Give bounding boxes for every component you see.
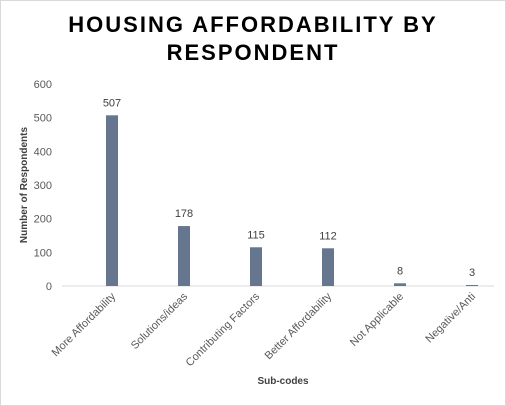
bar <box>106 115 118 286</box>
x-tick-label: Better Affordability <box>263 290 335 362</box>
data-label: 115 <box>247 229 265 241</box>
x-tick-label: Contributing Factors <box>184 290 263 369</box>
x-tick-label: Not Applicable <box>348 291 406 349</box>
data-label: 178 <box>175 208 193 220</box>
data-label: 507 <box>103 97 121 109</box>
x-tick-label: Solutions/ideas <box>129 290 191 352</box>
chart-title: HOUSING AFFORDABILITY BY RESPONDENT <box>0 11 506 67</box>
chart-title-line-1: HOUSING AFFORDABILITY BY <box>68 12 438 37</box>
y-tick-label: 500 <box>34 113 52 125</box>
x-tick-label: More Affordability <box>50 290 119 359</box>
x-tick-labels: More Affordability Solutions/ideasContrib… <box>50 290 478 369</box>
data-label: 3 <box>469 267 475 279</box>
x-axis-label: Sub-codes <box>257 376 309 387</box>
data-label: 8 <box>397 265 403 277</box>
bar <box>178 226 190 286</box>
y-tick-label: 600 <box>34 79 52 91</box>
bar <box>250 247 262 286</box>
y-tick-label: 400 <box>34 146 52 158</box>
y-tick-labels: 0 100 200 300 400 500 600 <box>34 79 52 293</box>
data-label: 112 <box>319 230 337 242</box>
data-labels: 507 178 115 112 8 3 <box>103 97 475 279</box>
bar <box>322 248 334 286</box>
x-tick-label: Negative/Anti <box>423 291 478 346</box>
chart-title-line-2: RESPONDENT <box>166 40 340 65</box>
bars <box>106 115 478 286</box>
y-axis-label: Number of Respondents <box>19 127 30 244</box>
y-tick-label: 100 <box>34 247 52 259</box>
bar <box>394 283 406 286</box>
y-tick-label: 300 <box>34 180 52 192</box>
y-tick-label: 0 <box>46 281 52 293</box>
y-tick-label: 200 <box>34 214 52 226</box>
bar <box>466 284 478 286</box>
